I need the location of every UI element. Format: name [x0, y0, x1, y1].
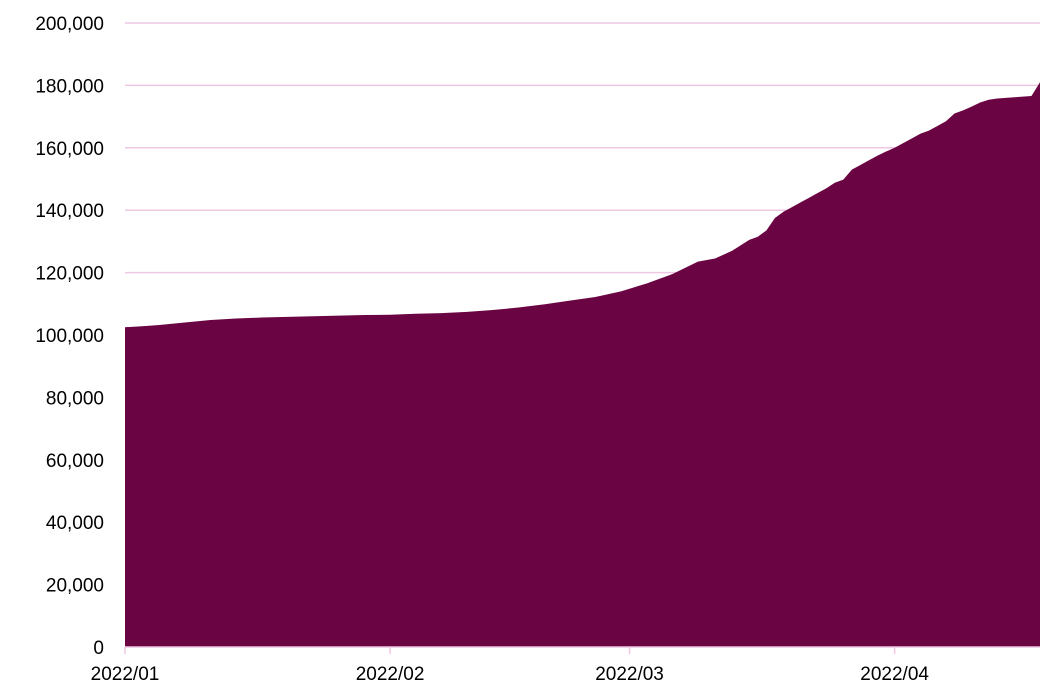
- y-tick-label: 160,000: [35, 139, 104, 160]
- y-tick-labels: 0 20,000 40,000 60,000 80,000 100,000 120,000 1…: [35, 14, 104, 659]
- y-tick-label: 120,000: [35, 264, 104, 285]
- series-area: [125, 82, 1040, 647]
- x-tick-label: 2022/01: [91, 664, 160, 685]
- x-tick-label: 2022/02: [356, 664, 425, 685]
- axes: [124, 646, 1040, 654]
- y-tick-label: 80,000: [46, 388, 104, 409]
- x-tick-label: 2022/03: [595, 664, 664, 685]
- x-tick-labels: 2022/01 2022/02 2022/03 2022/04: [91, 664, 930, 685]
- y-tick-label: 180,000: [35, 76, 104, 97]
- y-tick-label: 200,000: [35, 14, 104, 35]
- y-tick-label: 40,000: [46, 513, 104, 534]
- y-tick-label: 60,000: [46, 451, 104, 472]
- y-tick-label: 20,000: [46, 576, 104, 597]
- x-tick-label: 2022/04: [860, 664, 929, 685]
- y-tick-label: 100,000: [35, 326, 104, 347]
- y-tick-label: 0: [93, 638, 104, 659]
- y-tick-label: 140,000: [35, 201, 104, 222]
